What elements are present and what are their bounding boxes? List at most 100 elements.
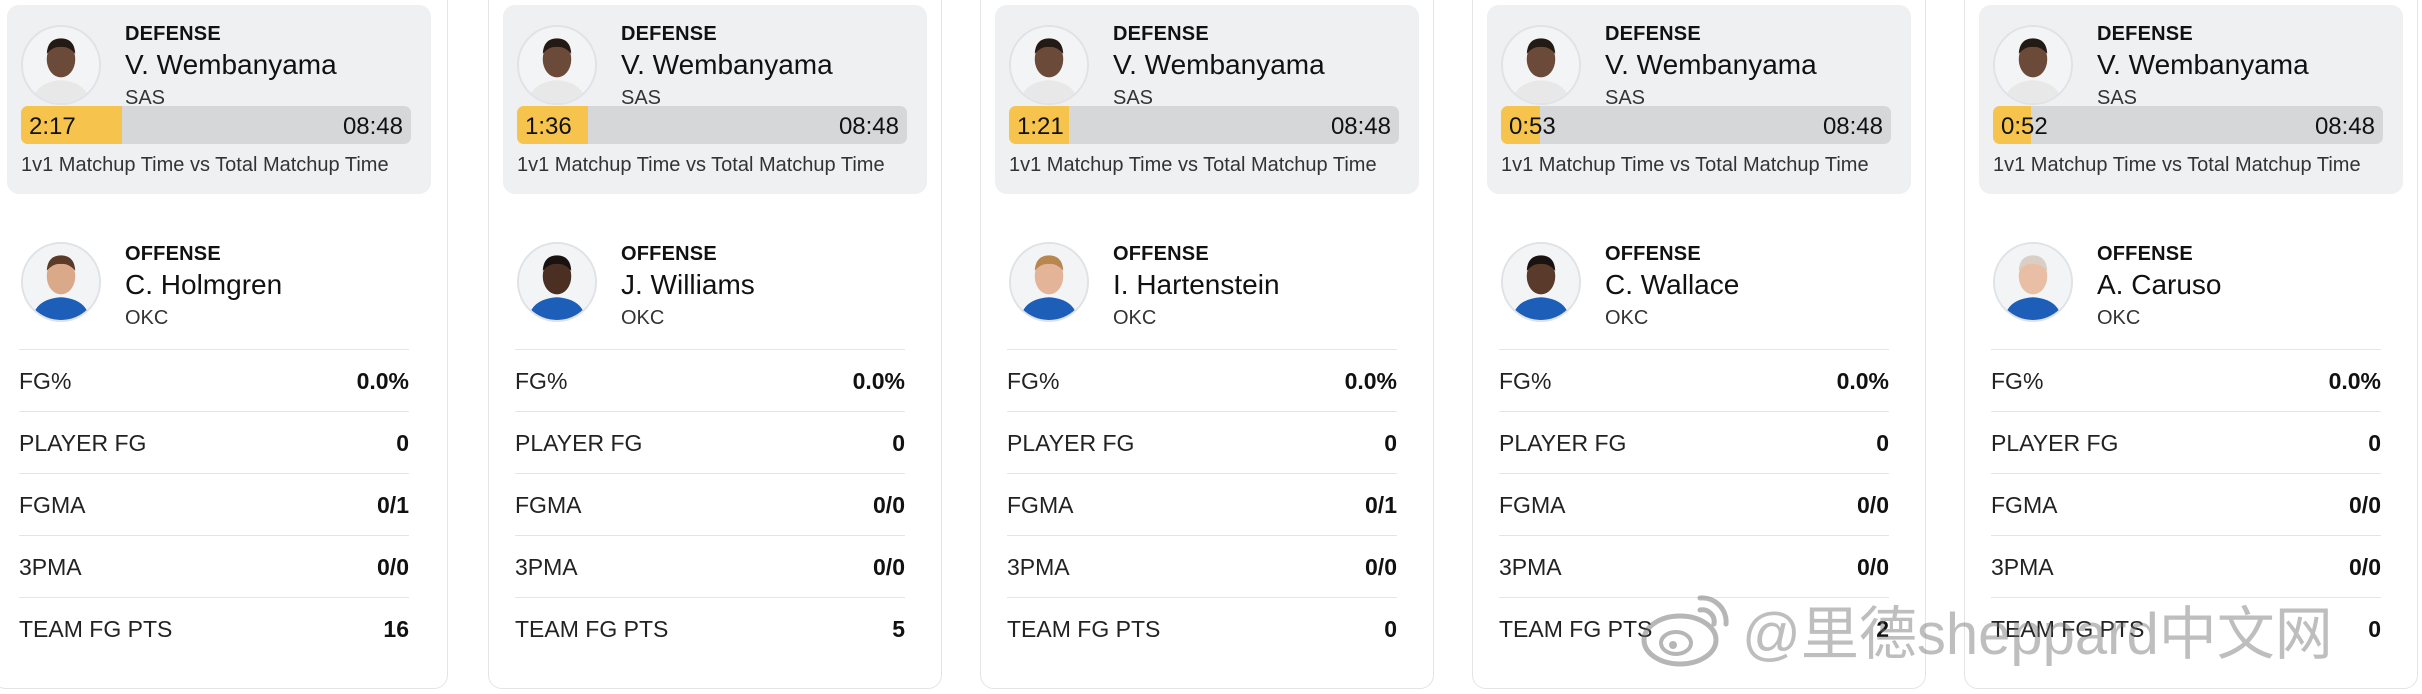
stat-row: 3PMA 0/0 bbox=[515, 535, 905, 597]
offense-avatar bbox=[1009, 242, 1089, 322]
bar-caption: 1v1 Matchup Time vs Total Matchup Time bbox=[517, 154, 885, 176]
stat-label: PLAYER FG bbox=[19, 430, 147, 456]
stat-value: 0 bbox=[2368, 616, 2381, 642]
stat-value: 0 bbox=[1384, 430, 1397, 456]
defender-name[interactable]: V. Wembanyama bbox=[621, 49, 833, 80]
offense-team: OKC bbox=[125, 307, 169, 329]
stat-label: FGMA bbox=[515, 492, 582, 518]
defense-label: DEFENSE bbox=[621, 23, 717, 45]
offense-name[interactable]: A. Caruso bbox=[2097, 269, 2222, 300]
matchup-time-fill bbox=[21, 106, 122, 144]
stat-row: TEAM FG PTS 5 bbox=[515, 597, 905, 659]
stat-value: 16 bbox=[383, 616, 409, 642]
stat-label: FG% bbox=[1991, 368, 2044, 394]
offense-name[interactable]: J. Williams bbox=[621, 269, 755, 300]
matchup-time: 1:36 bbox=[525, 113, 572, 140]
stat-value: 0.0% bbox=[1836, 368, 1889, 394]
defense-panel: DEFENSE V. Wembanyama SAS 2:17 08:48 1v1… bbox=[7, 5, 431, 194]
offense-label: OFFENSE bbox=[621, 243, 717, 265]
stat-value: 0/0 bbox=[873, 492, 905, 518]
matchup-card: DEFENSE V. Wembanyama SAS 0:53 08:48 1v1… bbox=[1472, 0, 1926, 689]
defender-team: SAS bbox=[1113, 87, 1154, 109]
stat-label: PLAYER FG bbox=[1991, 430, 2119, 456]
total-matchup-time: 08:48 bbox=[1330, 113, 1391, 140]
stat-value: 0/0 bbox=[873, 554, 905, 580]
matchup-time-fill bbox=[1009, 106, 1069, 144]
stat-label: TEAM FG PTS bbox=[19, 616, 173, 642]
defense-label: DEFENSE bbox=[1113, 23, 1209, 45]
stat-label: 3PMA bbox=[515, 554, 578, 580]
stats-table: FG% 0.0% PLAYER FG 0 FGMA 0/1 3PMA 0/0 TEAM … bbox=[1007, 349, 1397, 659]
stat-label: 3PMA bbox=[1991, 554, 2054, 580]
matchup-time: 0:53 bbox=[1509, 113, 1556, 140]
bar-caption: 1v1 Matchup Time vs Total Matchup Time bbox=[1009, 154, 1377, 176]
stat-row: PLAYER FG 0 bbox=[1991, 411, 2381, 473]
offense-name[interactable]: C. Holmgren bbox=[125, 269, 283, 300]
defender-avatar bbox=[517, 25, 597, 105]
stat-label: FG% bbox=[19, 368, 72, 394]
stat-row: PLAYER FG 0 bbox=[19, 411, 409, 473]
matchup-time-bar: 0:53 08:48 bbox=[1501, 106, 1891, 144]
stat-value: 0 bbox=[1876, 430, 1889, 456]
defender-name[interactable]: V. Wembanyama bbox=[1605, 49, 1817, 80]
total-matchup-time: 08:48 bbox=[1822, 113, 1883, 140]
matchup-card: DEFENSE V. Wembanyama SAS 1:36 08:48 1v1… bbox=[488, 0, 942, 689]
offense-name[interactable]: I. Hartenstein bbox=[1113, 269, 1280, 300]
defense-label: DEFENSE bbox=[125, 23, 221, 45]
defense-panel: DEFENSE V. Wembanyama SAS 0:52 08:48 1v1… bbox=[1979, 5, 2403, 194]
defender-name[interactable]: V. Wembanyama bbox=[2097, 49, 2309, 80]
stat-label: FGMA bbox=[1499, 492, 1566, 518]
offense-avatar bbox=[1993, 242, 2073, 322]
stat-row: FG% 0.0% bbox=[515, 349, 905, 411]
matchup-time-fill bbox=[517, 106, 588, 144]
defender-team: SAS bbox=[1605, 87, 1646, 109]
defender-team: SAS bbox=[125, 87, 166, 109]
stat-value: 0/0 bbox=[377, 554, 409, 580]
matchup-time-bar: 1:36 08:48 bbox=[517, 106, 907, 144]
defender-name[interactable]: V. Wembanyama bbox=[125, 49, 337, 80]
matchup-time-bar: 2:17 08:48 bbox=[21, 106, 411, 144]
offense-avatar bbox=[517, 242, 597, 322]
stat-value: 0.0% bbox=[852, 368, 905, 394]
stat-label: FG% bbox=[1499, 368, 1552, 394]
stat-row: FGMA 0/1 bbox=[1007, 473, 1397, 535]
stat-label: 3PMA bbox=[1499, 554, 1562, 580]
matchup-time: 2:17 bbox=[29, 113, 76, 140]
stat-row: 3PMA 0/0 bbox=[1991, 535, 2381, 597]
offense-label: OFFENSE bbox=[2097, 243, 2193, 265]
stat-value: 0.0% bbox=[1344, 368, 1397, 394]
total-matchup-time: 08:48 bbox=[838, 113, 899, 140]
defender-avatar bbox=[21, 25, 101, 105]
stat-row: PLAYER FG 0 bbox=[515, 411, 905, 473]
offense-label: OFFENSE bbox=[1605, 243, 1701, 265]
stat-value: 0/1 bbox=[1365, 492, 1397, 518]
bar-caption: 1v1 Matchup Time vs Total Matchup Time bbox=[21, 154, 389, 176]
stat-label: PLAYER FG bbox=[515, 430, 643, 456]
defender-name[interactable]: V. Wembanyama bbox=[1113, 49, 1325, 80]
stat-label: FG% bbox=[515, 368, 568, 394]
stat-row: TEAM FG PTS 16 bbox=[19, 597, 409, 659]
stat-label: FGMA bbox=[19, 492, 86, 518]
stat-value: 0/0 bbox=[2349, 554, 2381, 580]
matchup-card: DEFENSE V. Wembanyama SAS 1:21 08:48 1v1… bbox=[980, 0, 1434, 689]
stat-value: 2 bbox=[1876, 616, 1889, 642]
stat-value: 0/0 bbox=[2349, 492, 2381, 518]
stat-value: 0/0 bbox=[1857, 492, 1889, 518]
defender-avatar bbox=[1501, 25, 1581, 105]
offense-avatar bbox=[1501, 242, 1581, 322]
stat-row: 3PMA 0/0 bbox=[1499, 535, 1889, 597]
matchup-time-fill bbox=[1501, 106, 1540, 144]
offense-team: OKC bbox=[1605, 307, 1649, 329]
stat-label: FGMA bbox=[1991, 492, 2058, 518]
stat-row: FGMA 0/0 bbox=[1991, 473, 2381, 535]
stats-table: FG% 0.0% PLAYER FG 0 FGMA 0/0 3PMA 0/0 TEAM … bbox=[515, 349, 905, 659]
stat-label: 3PMA bbox=[19, 554, 82, 580]
defense-label: DEFENSE bbox=[2097, 23, 2193, 45]
matchup-time: 0:52 bbox=[2001, 113, 2048, 140]
stat-label: 3PMA bbox=[1007, 554, 1070, 580]
offense-name[interactable]: C. Wallace bbox=[1605, 269, 1740, 300]
stat-row: FGMA 0/0 bbox=[1499, 473, 1889, 535]
stat-label: TEAM FG PTS bbox=[1499, 616, 1653, 642]
offense-team: OKC bbox=[621, 307, 665, 329]
